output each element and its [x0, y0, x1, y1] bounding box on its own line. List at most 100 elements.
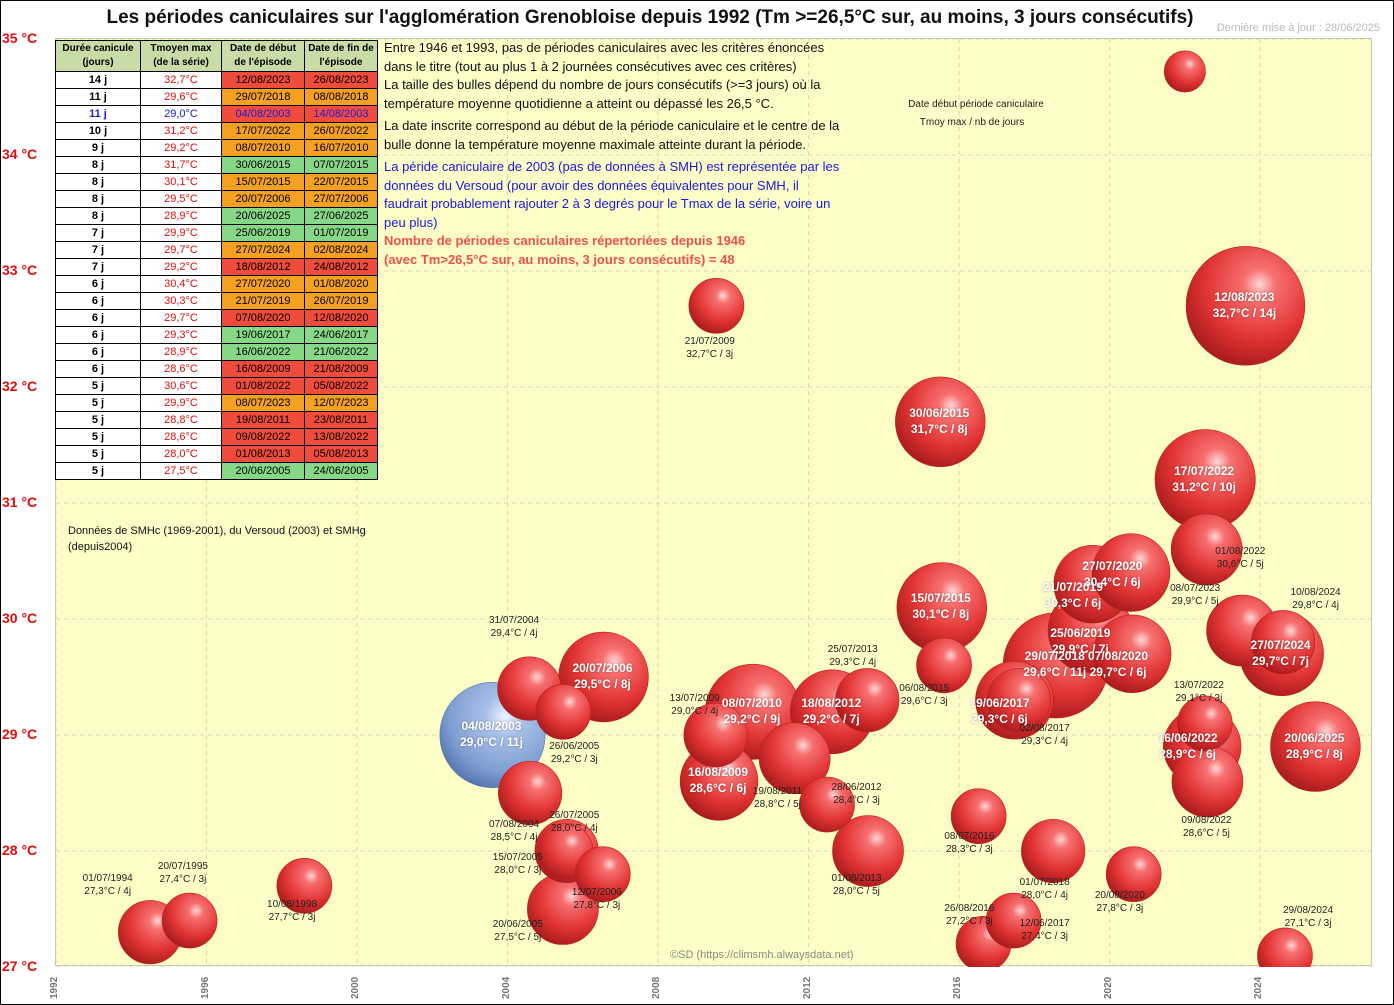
bubble-label-date: 31/07/2004	[489, 615, 540, 627]
bubble-label-date: 29/07/2018	[1024, 649, 1085, 664]
bubble-25-07-2013	[835, 668, 900, 733]
bubble-28-06-2012	[799, 776, 855, 833]
bubble-label: 12/07/2006 27,8°C / 3j	[572, 886, 622, 912]
start-date-cell: 20/07/2006	[221, 190, 305, 208]
bubbles	[118, 50, 1361, 967]
bubble-label-value: 28,0°C / 4j	[550, 823, 598, 835]
bubble-label-date: 07/08/2020	[1087, 649, 1149, 664]
end-date-cell: 21/08/2009	[304, 360, 378, 378]
end-date-cell: 24/06/2005	[304, 462, 378, 480]
note-5: Nombre de périodes caniculaires répertor…	[384, 233, 746, 267]
bubble-label-value: 29,3°C / 4j	[829, 657, 877, 669]
end-date-cell: 05/08/2013	[304, 445, 378, 463]
header-end: Date de fin de l'épisode	[304, 40, 378, 72]
bubble-label-date: 01/07/1994	[82, 872, 133, 884]
bubble-label-value: 29,9°C / 7j	[1051, 642, 1109, 657]
bubble-label-value: 29,2°C / 9j	[723, 711, 781, 726]
end-date-cell: 08/08/2018	[304, 88, 378, 106]
bubble-label: 20/06/2025 28,9°C / 8j	[1284, 730, 1344, 762]
bubble-label: 25/07/2013 29,3°C / 4j	[828, 643, 878, 669]
tmoy-cell: 30,1°C	[140, 173, 222, 191]
bubble-label-date: 27/07/2020	[1082, 558, 1143, 573]
bubble-label-value: 30,1°C / 8j	[912, 607, 970, 622]
bubble-label: 15/07/2015 30,1°C / 8j	[911, 590, 971, 622]
header-start: Date de début de l'épisode	[221, 40, 305, 72]
bubble-label-date: 17/07/2022	[1174, 463, 1235, 478]
bubble-26-06-2005	[535, 683, 592, 740]
bubble-13-07-2022	[1177, 695, 1233, 752]
duration-cell: 6 j	[55, 309, 141, 327]
bubble-01-08-2013	[832, 815, 904, 887]
table-row: 11 j 29,0°C 04/08/2003 14/08/2003	[55, 105, 378, 123]
table-row: 7 j 29,9°C 25/06/2019 01/07/2019	[55, 224, 378, 242]
bubble-label-value: 29,2°C / 3j	[550, 753, 598, 765]
bubble-label-date: 04/08/2003	[461, 719, 522, 733]
header-tmoy: Tmoyen max (de la série)	[140, 40, 222, 72]
duration-cell: 8 j	[55, 190, 141, 208]
end-date-cell: 27/07/2006	[304, 190, 378, 208]
tmoy-cell: 29,0°C	[140, 105, 222, 123]
bubble-label: 27/07/2024 29,7°C / 7j	[1251, 637, 1311, 669]
bubble-20-08-2020	[1105, 846, 1162, 903]
tmoy-cell: 28,0°C	[140, 445, 222, 463]
y-tick-label: 32 °C	[2, 378, 38, 394]
tmoy-cell: 28,9°C	[140, 343, 222, 361]
tmoy-cell: 28,6°C	[140, 360, 222, 378]
bubble-label-date: 09/08/2022	[1181, 814, 1232, 826]
legend-line-2: Tmoy max / nb de jours	[919, 117, 1025, 128]
tmoy-cell: 28,8°C	[140, 411, 222, 429]
duration-cell: 5 j	[55, 377, 141, 395]
bubble-label-value: 29,9°C / 5j	[1171, 595, 1219, 607]
notes-block: Entre 1946 et 1993, pas de périodes cani…	[384, 39, 854, 269]
tmoy-cell: 29,2°C	[140, 139, 222, 157]
legend-line-1: Date début période caniculaire	[908, 99, 1044, 110]
table-row: 5 j 27,5°C 20/06/2005 24/06/2005	[55, 462, 378, 480]
bubble-label-date: 13/07/2009	[669, 693, 720, 704]
bubble-19-08-2011	[758, 722, 831, 795]
tmoy-cell: 27,5°C	[140, 462, 222, 480]
bubble-label-date: 13/07/2022	[1173, 680, 1224, 692]
bubble-label: 01/07/1994 27,3°C / 4j	[83, 872, 133, 898]
bubble-label-value: 28,6°C / 6j	[689, 781, 747, 796]
y-tick-label: 35 °C	[2, 30, 38, 46]
start-date-cell: 20/06/2025	[221, 207, 305, 225]
end-date-cell: 05/08/2022	[304, 377, 378, 395]
bubble-label-date: 18/08/2012	[801, 695, 862, 710]
bubble-label-value: 28,4°C / 3j	[833, 795, 880, 807]
bubble-label: 21/07/2009 32,7°C / 3j	[685, 335, 735, 361]
bubble-label-date: 08/07/2010	[721, 695, 782, 710]
bubble-label-value: 32,7°C / 3j	[686, 348, 734, 360]
table-row: 6 j 30,4°C 27/07/2020 01/08/2020	[55, 275, 378, 293]
table-row: 5 j 28,6°C 09/08/2022 13/08/2022	[55, 428, 378, 446]
bubble-label: 19/08/2011 28,8°C / 5j	[753, 785, 802, 811]
bubble-label-date: 20/06/2025	[1284, 730, 1345, 745]
table-row: 5 j 28,8°C 19/08/2011 23/08/2011	[55, 411, 378, 429]
duration-cell: 11 j	[55, 105, 141, 123]
bubble-label: 07/08/2004 28,5°C / 4j	[489, 818, 539, 844]
bubble-label-value: 28,9°C / 6j	[1159, 746, 1217, 761]
start-date-cell: 30/06/2015	[221, 156, 305, 174]
bubble-label-value: 29,4°C / 4j	[490, 628, 538, 640]
bubble-20-07-1995	[161, 892, 218, 949]
bubble-label: 20/07/2006 29,5°C / 8j	[572, 660, 632, 692]
bubble-label: 29/08/2024 27,1°C / 3j	[1283, 904, 1333, 930]
tmoy-cell: 29,5°C	[140, 190, 222, 208]
tmoy-cell: 30,4°C	[140, 275, 222, 293]
table-row: 8 j 30,1°C 15/07/2015 22/07/2015	[55, 173, 378, 191]
bubble-label: 27/07/2020 30,4°C / 6j	[1082, 558, 1142, 590]
bubble-label-date: 12/08/2023	[1214, 289, 1275, 304]
end-date-cell: 02/08/2024	[304, 241, 378, 259]
tmoy-cell: 31,2°C	[140, 122, 222, 140]
duration-cell: 7 j	[55, 224, 141, 242]
tmoy-cell: 32,7°C	[140, 71, 222, 89]
bubble-label-value: 27,5°C / 5j	[494, 932, 542, 944]
end-date-cell: 23/08/2011	[304, 411, 378, 429]
bubble-label-date: 30/06/2015	[909, 405, 970, 420]
tmoy-cell: 28,6°C	[140, 428, 222, 446]
bubble-12-06-2017	[985, 892, 1042, 949]
bubble-label-value: 31,2°C / 10j	[1172, 479, 1236, 494]
start-date-cell: 09/08/2022	[221, 428, 305, 446]
bubble-label-value: 32,7°C / 14j	[1212, 305, 1277, 320]
bubble-13-07-2009	[683, 702, 748, 768]
bubble-label-value: 29,3°C / 4j	[1021, 736, 1069, 748]
